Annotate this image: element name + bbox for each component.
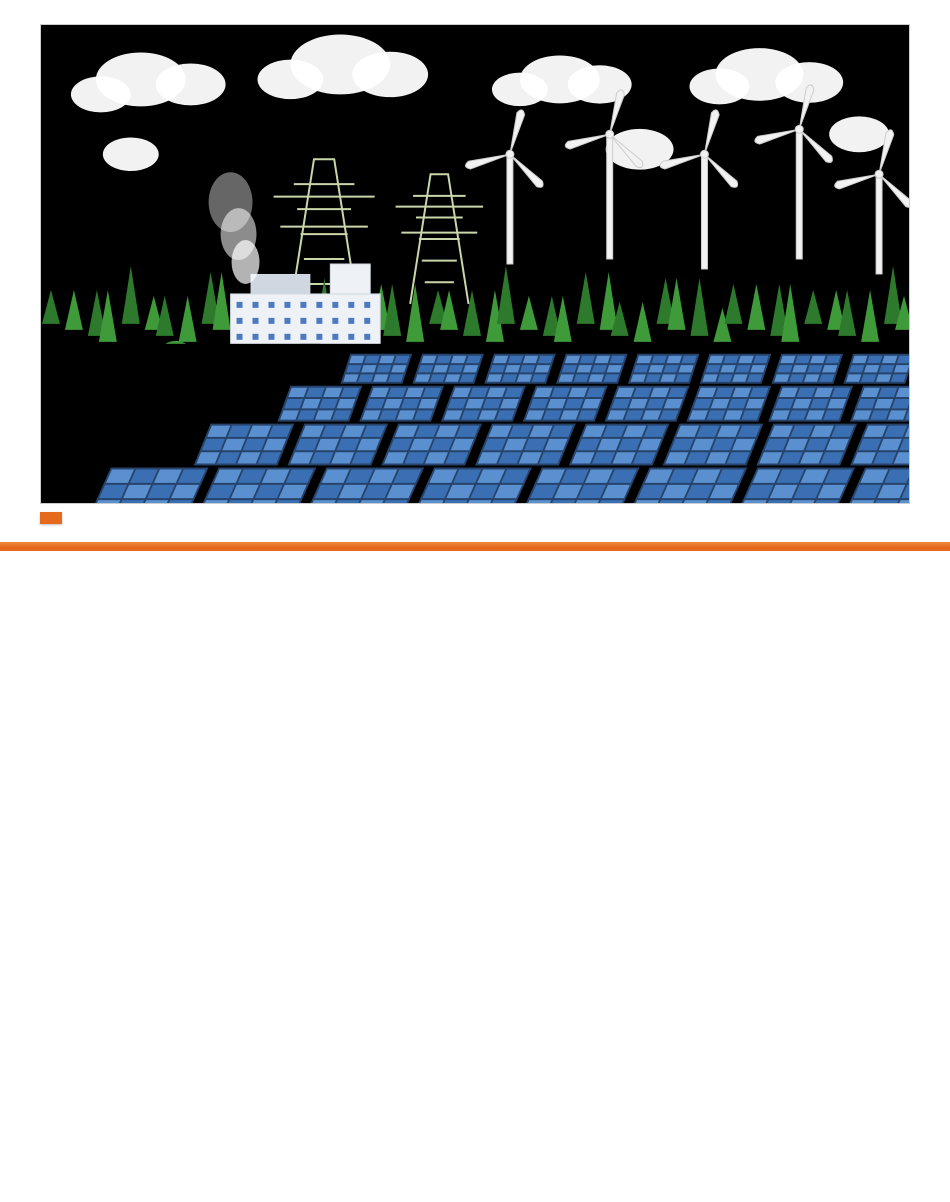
energy-illustration xyxy=(40,24,910,504)
page-content xyxy=(0,0,950,10)
footer-bar xyxy=(0,541,950,551)
illustration-svg xyxy=(41,25,909,503)
note-wrap xyxy=(40,512,910,527)
footnote xyxy=(40,512,62,524)
